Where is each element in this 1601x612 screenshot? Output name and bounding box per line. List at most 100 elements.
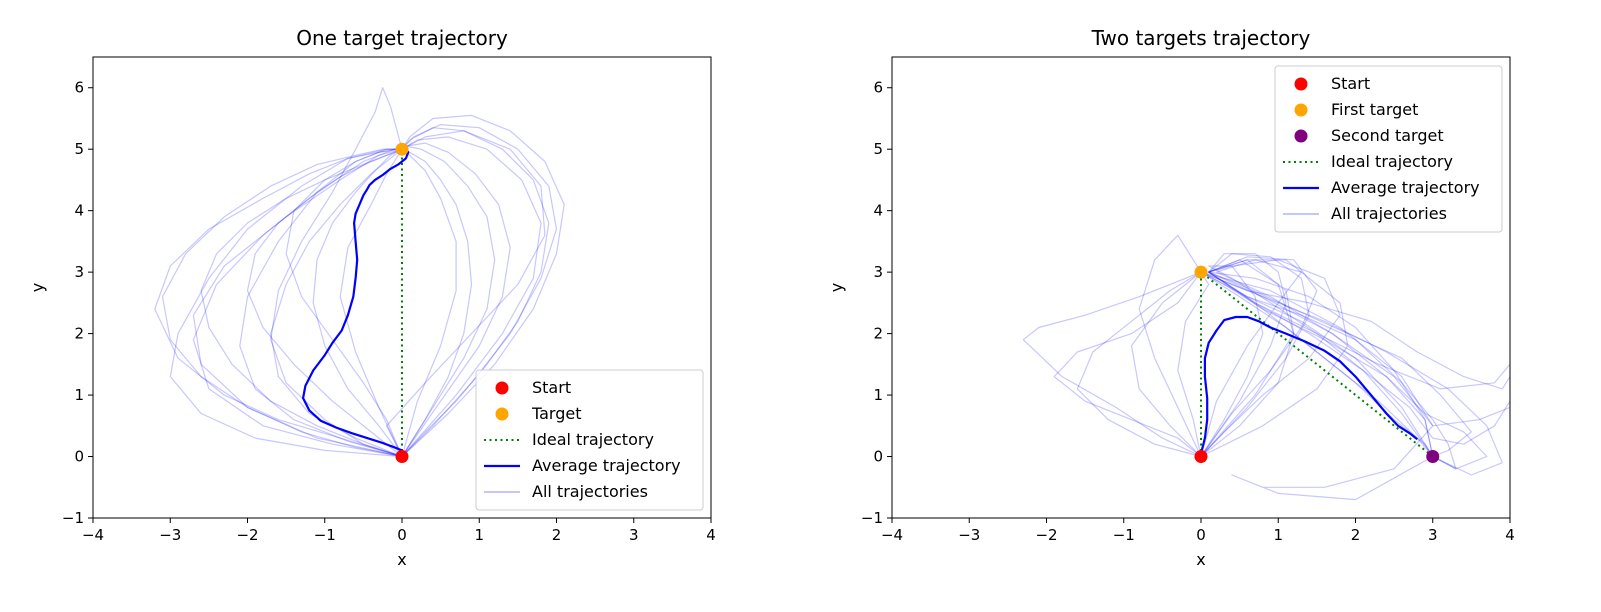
x-tick-label: 1 (1273, 526, 1283, 544)
y-tick-label: 4 (74, 202, 84, 220)
trajectory-line-3 (246, 148, 403, 457)
legend-label-start: Start (1331, 74, 1370, 93)
trajectory-line-0 (1022, 271, 1434, 458)
trajectory-line-20 (192, 148, 403, 458)
x-tick-label: −3 (958, 526, 980, 544)
panel-two-targets: −4 −3 −2 −1 0 1 2 3 4 −1 0 1 2 3 4 5 6 Two targets traje… (827, 26, 1515, 569)
y-tick-label: 1 (74, 386, 84, 404)
trajectory-line-17 (339, 148, 403, 457)
x-tick-label: −2 (236, 526, 258, 544)
tick-group: −4 −3 −2 −1 0 1 2 3 4 −1 0 1 2 3 4 5 6 (62, 79, 716, 544)
trajectory-line-2 (154, 148, 403, 458)
trajectory-line-7 (1200, 259, 1510, 457)
trajectory-line-4 (312, 148, 403, 457)
x-tick-label: 2 (1351, 526, 1361, 544)
legend-label-ideal: Ideal trajectory (1331, 152, 1453, 171)
legend: Start First target Second target Ideal t… (1274, 65, 1503, 233)
trajectory-line-2 (1200, 265, 1434, 457)
x-tick-label: 4 (706, 526, 716, 544)
legend-handle-0 (495, 381, 509, 395)
trajectory-line-7 (401, 145, 496, 457)
chart-title: Two targets trajectory (1091, 26, 1311, 50)
trajectory-line-12 (1200, 253, 1488, 470)
y-tick-label: 3 (873, 263, 883, 281)
second-target-marker (1426, 450, 1440, 464)
y-tick-label: 2 (74, 325, 84, 343)
x-axis-label: x (1196, 550, 1205, 569)
trajectory-line-8 (401, 142, 511, 457)
legend-handle-1 (495, 407, 509, 421)
trajectory-line-19 (401, 136, 542, 457)
panel-one-target: −4 −3 −2 −1 0 1 2 3 4 −1 0 1 2 3 4 5 6 One target trajec… (28, 26, 716, 569)
x-tick-label: −1 (314, 526, 336, 544)
trajectory-line-6 (401, 148, 473, 457)
legend-handle-2 (1294, 129, 1308, 143)
x-tick-label: 1 (474, 526, 484, 544)
legend-label-all: All trajectories (532, 482, 648, 501)
marker-points-group (1194, 265, 1440, 464)
y-tick-label: 2 (873, 325, 883, 343)
average-trajectory-group (1199, 315, 1418, 454)
legend: Start Target Ideal trajectory Average tr… (475, 369, 704, 511)
x-tick-label: 0 (1196, 526, 1206, 544)
y-tick-label: 4 (873, 202, 883, 220)
x-tick-label: −2 (1035, 526, 1057, 544)
average-trajectory-line (302, 148, 410, 452)
trajectory-line-5 (1130, 271, 1457, 470)
trajectory-line-9 (401, 127, 550, 457)
trajectory-line-21 (386, 130, 546, 457)
y-tick-label: 0 (873, 448, 883, 466)
legend-handle-1 (1294, 103, 1308, 117)
all-trajectories-group (1022, 234, 1510, 501)
x-axis-label: x (397, 550, 406, 569)
x-tick-label: 3 (1428, 526, 1438, 544)
trajectory-line-4 (1200, 259, 1510, 457)
trajectory-line-14 (192, 148, 403, 458)
y-tick-label: 6 (873, 79, 883, 97)
legend-box (1274, 65, 1503, 233)
legend-label-target: Target (531, 404, 582, 423)
ideal-trajectory-group (1200, 270, 1434, 458)
x-tick-label: −3 (159, 526, 181, 544)
legend-label-start: Start (532, 378, 571, 397)
start-marker (395, 450, 409, 464)
chart-title: One target trajectory (296, 26, 508, 50)
trajectory-line-10 (401, 123, 558, 457)
trajectory-line-18 (401, 148, 457, 457)
trajectory-line-8 (1053, 271, 1434, 501)
y-tick-label: 5 (74, 140, 84, 158)
trajectory-line-11 (1177, 271, 1510, 457)
legend-label-average: Average trajectory (1331, 178, 1480, 197)
target-marker (395, 142, 409, 156)
y-axis-label: y (827, 283, 846, 292)
trajectory-line-3 (1200, 253, 1434, 457)
ideal-trajectory-line (1200, 270, 1434, 458)
trajectory-line-1 (161, 148, 403, 458)
x-tick-label: 2 (552, 526, 562, 544)
legend-label-second-target: Second target (1331, 126, 1444, 145)
trajectory-line-13 (239, 148, 403, 458)
tick-group: −4 −3 −2 −1 0 1 2 3 4 −1 0 1 2 3 4 5 6 (861, 79, 1515, 544)
legend-label-ideal: Ideal trajectory (532, 430, 654, 449)
y-tick-label: −1 (62, 509, 84, 527)
legend-label-average: Average trajectory (532, 456, 681, 475)
trajectory-line-15 (169, 148, 403, 458)
legend-handle-0 (1294, 77, 1308, 91)
legend-label-all: All trajectories (1331, 204, 1447, 223)
x-tick-label: −4 (82, 526, 104, 544)
start-marker (1194, 450, 1208, 464)
first-target-marker (1194, 265, 1208, 279)
x-tick-label: 3 (629, 526, 639, 544)
y-tick-label: 6 (74, 79, 84, 97)
trajectory-line-0 (200, 148, 403, 458)
trajectory-line-12 (270, 87, 403, 458)
y-tick-label: 0 (74, 448, 84, 466)
trajectory-line-13 (1076, 271, 1510, 458)
x-tick-label: 0 (397, 526, 407, 544)
trajectory-line-6 (1200, 259, 1503, 476)
trajectory-line-9 (1200, 259, 1434, 457)
legend-label-first-target: First target (1331, 100, 1418, 119)
y-tick-label: 1 (873, 386, 883, 404)
trajectory-line-14 (1200, 259, 1434, 458)
